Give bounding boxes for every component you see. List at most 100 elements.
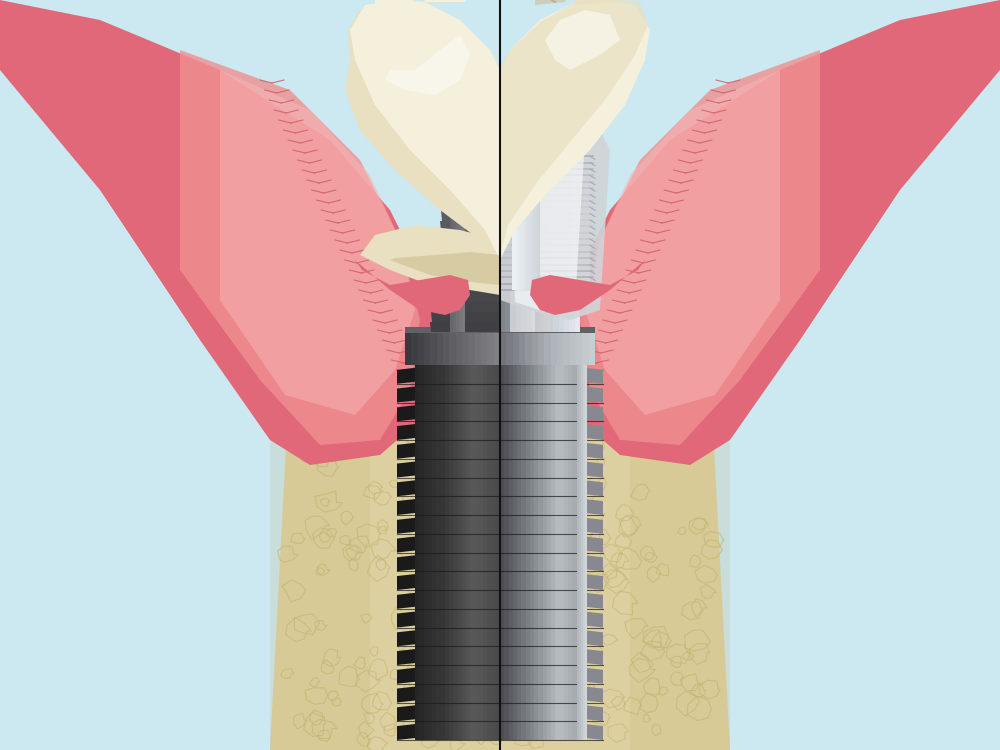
Polygon shape: [585, 705, 603, 722]
Polygon shape: [500, 180, 556, 190]
Polygon shape: [530, 150, 536, 290]
Polygon shape: [543, 290, 548, 332]
Polygon shape: [512, 150, 518, 290]
Polygon shape: [440, 220, 500, 231]
Polygon shape: [500, 200, 558, 211]
Polygon shape: [577, 365, 579, 740]
Polygon shape: [512, 150, 516, 290]
Polygon shape: [397, 518, 415, 534]
Polygon shape: [492, 365, 496, 740]
Polygon shape: [536, 150, 542, 290]
Polygon shape: [522, 150, 526, 290]
Polygon shape: [432, 302, 500, 312]
Polygon shape: [385, 35, 470, 95]
Polygon shape: [475, 365, 479, 740]
Polygon shape: [443, 190, 500, 200]
Polygon shape: [564, 365, 568, 740]
Polygon shape: [397, 686, 415, 703]
Polygon shape: [564, 290, 569, 332]
Polygon shape: [500, 330, 506, 365]
Polygon shape: [430, 322, 500, 332]
Polygon shape: [538, 365, 542, 740]
Polygon shape: [500, 211, 559, 220]
Polygon shape: [462, 365, 466, 740]
Polygon shape: [500, 251, 563, 261]
Polygon shape: [397, 461, 415, 478]
Polygon shape: [509, 365, 513, 740]
Polygon shape: [510, 130, 585, 312]
Polygon shape: [441, 211, 500, 220]
Polygon shape: [453, 365, 458, 740]
Polygon shape: [360, 225, 500, 295]
Polygon shape: [350, 0, 500, 260]
Polygon shape: [411, 330, 418, 365]
Polygon shape: [445, 365, 449, 740]
Polygon shape: [415, 365, 419, 740]
Polygon shape: [431, 312, 500, 322]
Polygon shape: [530, 365, 534, 740]
Polygon shape: [526, 150, 530, 290]
Polygon shape: [442, 200, 500, 211]
Polygon shape: [516, 150, 519, 290]
Polygon shape: [270, 370, 370, 750]
Polygon shape: [555, 365, 560, 740]
Polygon shape: [462, 180, 465, 332]
Polygon shape: [424, 330, 430, 365]
Polygon shape: [504, 365, 509, 740]
Polygon shape: [542, 150, 548, 290]
Polygon shape: [453, 180, 456, 332]
Polygon shape: [405, 327, 595, 333]
Polygon shape: [220, 70, 415, 415]
Polygon shape: [436, 365, 440, 740]
Polygon shape: [397, 668, 415, 684]
Polygon shape: [355, 260, 470, 315]
Polygon shape: [397, 424, 415, 440]
Polygon shape: [506, 150, 512, 290]
Polygon shape: [397, 536, 415, 553]
Polygon shape: [584, 150, 590, 290]
Polygon shape: [553, 290, 559, 332]
Polygon shape: [500, 290, 505, 332]
Polygon shape: [505, 290, 511, 332]
Polygon shape: [459, 180, 462, 332]
Polygon shape: [470, 365, 475, 740]
Polygon shape: [547, 180, 550, 332]
Polygon shape: [526, 365, 530, 740]
Polygon shape: [435, 272, 500, 281]
Polygon shape: [559, 290, 564, 332]
Polygon shape: [537, 290, 543, 332]
Polygon shape: [397, 405, 415, 422]
Polygon shape: [585, 555, 603, 572]
Polygon shape: [576, 330, 582, 365]
Polygon shape: [533, 150, 536, 290]
Polygon shape: [580, 50, 820, 445]
Polygon shape: [519, 330, 525, 365]
Polygon shape: [530, 260, 645, 315]
Polygon shape: [585, 649, 603, 665]
Polygon shape: [424, 365, 428, 740]
Polygon shape: [506, 330, 513, 365]
Polygon shape: [585, 442, 603, 459]
Polygon shape: [582, 330, 589, 365]
Polygon shape: [494, 330, 500, 365]
Polygon shape: [425, 0, 470, 2]
Polygon shape: [485, 90, 487, 180]
Polygon shape: [585, 518, 603, 534]
Polygon shape: [466, 365, 470, 740]
Polygon shape: [534, 365, 538, 740]
Polygon shape: [397, 386, 415, 403]
Polygon shape: [563, 330, 570, 365]
Polygon shape: [538, 180, 541, 332]
Polygon shape: [575, 290, 580, 332]
Polygon shape: [496, 90, 498, 180]
Polygon shape: [521, 365, 526, 740]
Polygon shape: [449, 330, 456, 365]
Polygon shape: [583, 365, 585, 740]
Polygon shape: [479, 365, 483, 740]
Polygon shape: [511, 290, 516, 332]
Polygon shape: [397, 442, 415, 459]
Polygon shape: [375, 0, 420, 10]
Polygon shape: [544, 330, 551, 365]
Polygon shape: [500, 220, 560, 231]
Polygon shape: [480, 90, 482, 180]
